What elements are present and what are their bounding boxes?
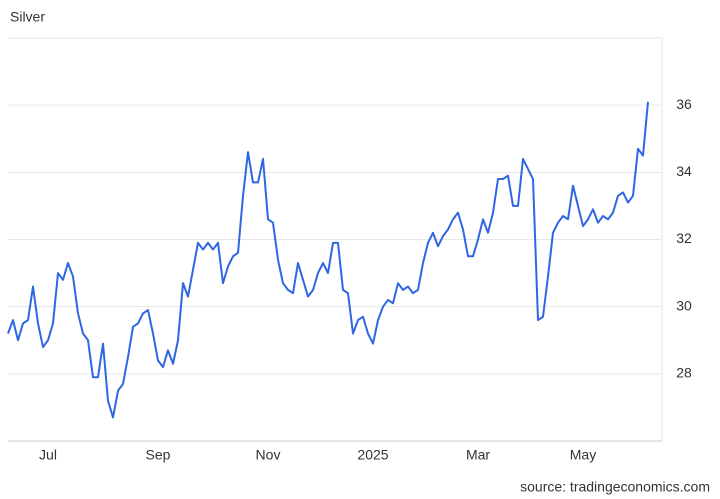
- x-tick-label: Mar: [466, 447, 490, 463]
- price-line: [7, 101, 649, 419]
- y-tick-label: 30: [676, 297, 692, 313]
- x-tick-label: Sep: [146, 447, 171, 463]
- y-tick-label: 36: [676, 96, 692, 112]
- x-tick-label: May: [570, 447, 596, 463]
- source: source: tradingeconomics.com: [520, 479, 710, 495]
- y-tick-label: 34: [676, 163, 692, 179]
- y-tick-label: 28: [676, 365, 692, 381]
- x-tick-label: 2025: [357, 447, 388, 463]
- x-tick-label: Nov: [256, 447, 281, 463]
- chart-title: Silver: [10, 9, 45, 25]
- y-tick-label: 32: [676, 230, 692, 246]
- x-tick-label: Jul: [39, 447, 57, 463]
